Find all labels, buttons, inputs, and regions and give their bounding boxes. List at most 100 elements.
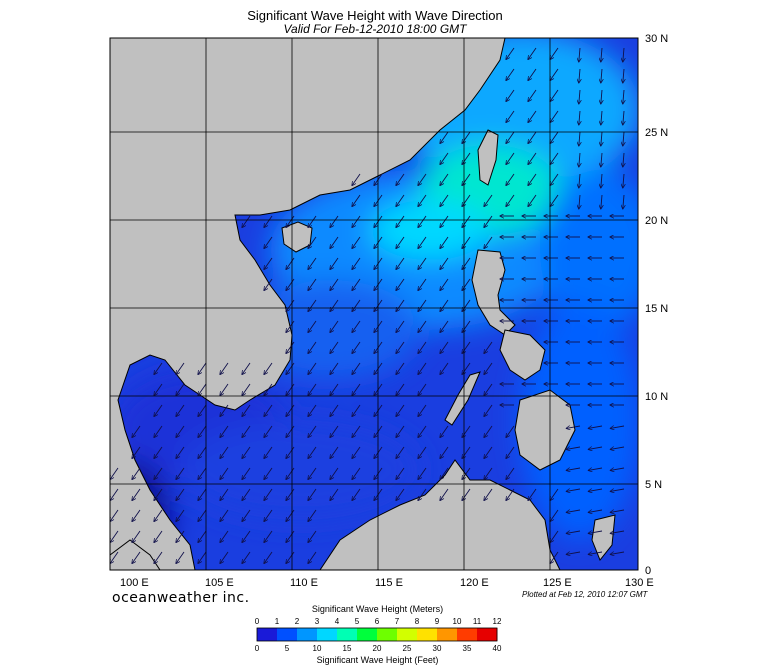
direction-arrow (352, 341, 361, 354)
direction-arrow (418, 215, 427, 228)
direction-arrow (396, 467, 405, 480)
direction-arrow (440, 257, 449, 270)
meter-tick: 4 (335, 617, 340, 626)
direction-arrow (264, 551, 273, 564)
direction-arrow (440, 446, 449, 459)
feet-tick: 0 (255, 644, 260, 653)
direction-arrow (352, 194, 361, 207)
direction-arrow (198, 404, 207, 417)
direction-arrow (601, 47, 602, 62)
direction-arrow (566, 552, 581, 554)
scale-border (256, 627, 498, 642)
direction-arrow (330, 467, 339, 480)
direction-arrow (286, 404, 295, 417)
lat-label: 20 N (645, 215, 668, 227)
map-area (110, 38, 638, 570)
meter-tick: 12 (493, 617, 502, 626)
direction-arrow (286, 362, 295, 375)
direction-arrow (396, 257, 405, 270)
direction-arrow (579, 110, 580, 125)
direction-arrow (220, 488, 229, 501)
direction-arrow (484, 194, 493, 207)
lat-label: 0 (645, 565, 651, 577)
direction-arrow (220, 383, 229, 396)
direction-arrow (566, 426, 581, 428)
direction-arrow (220, 467, 229, 480)
direction-arrow (396, 341, 405, 354)
meter-tick: 6 (375, 617, 380, 626)
direction-arrow (506, 152, 515, 165)
direction-arrow (308, 530, 317, 543)
direction-arrow (308, 446, 317, 459)
direction-arrow (396, 215, 405, 228)
direction-arrow (396, 173, 405, 186)
direction-arrow (286, 425, 295, 438)
map-title: Significant Wave Height with Wave Direct… (247, 8, 503, 23)
direction-arrow (132, 551, 141, 564)
direction-arrow (352, 236, 361, 249)
direction-arrow (601, 68, 602, 83)
mindanao-island (514, 389, 576, 471)
direction-arrow (566, 531, 581, 533)
direction-arrow (550, 173, 559, 186)
direction-arrow (462, 320, 471, 333)
direction-arrow (330, 488, 339, 501)
scale-swatch (417, 628, 438, 641)
direction-arrow (528, 47, 537, 60)
direction-arrow (484, 425, 493, 438)
direction-arrow (440, 488, 449, 501)
direction-arrow (330, 425, 339, 438)
direction-arrow (396, 194, 405, 207)
direction-arrow (506, 467, 515, 480)
meter-tick: 11 (473, 617, 482, 626)
direction-arrow (484, 383, 493, 396)
direction-arrow (550, 488, 559, 501)
scale-swatch (297, 628, 318, 641)
direction-arrow (308, 215, 317, 228)
direction-arrow (176, 383, 185, 396)
direction-arrow (154, 446, 163, 459)
direction-arrow (264, 446, 273, 459)
direction-arrow (396, 383, 405, 396)
direction-arrow (264, 467, 273, 480)
direction-arrow (110, 551, 119, 564)
direction-arrow (308, 488, 317, 501)
direction-arrow (308, 341, 317, 354)
direction-arrow (579, 89, 580, 104)
direction-arrow (506, 173, 515, 186)
direction-arrow (330, 236, 339, 249)
direction-arrow (242, 215, 251, 228)
direction-arrow (352, 383, 361, 396)
direction-arrow (440, 152, 449, 165)
lat-label: 30 N (645, 33, 668, 45)
direction-arrow (352, 320, 361, 333)
sulawesi-island (591, 514, 616, 561)
direction-arrow (242, 425, 251, 438)
borneo-island (319, 459, 561, 570)
direction-arrow (566, 510, 581, 512)
direction-arrow (154, 530, 163, 543)
direction-arrow (264, 530, 273, 543)
direction-arrow (242, 488, 251, 501)
direction-arrow (176, 509, 185, 522)
direction-arrow (396, 236, 405, 249)
direction-arrow (286, 551, 295, 564)
direction-arrow (198, 509, 207, 522)
direction-arrow (579, 173, 580, 188)
scale-swatch (457, 628, 478, 641)
direction-arrow (220, 362, 229, 375)
direction-arrow (308, 383, 317, 396)
direction-arrow (610, 489, 625, 491)
direction-arrow (286, 299, 295, 312)
direction-arrow (396, 320, 405, 333)
direction-arrow (440, 236, 449, 249)
direction-arrow (418, 446, 427, 459)
scale-title-feet: Significant Wave Height (Feet) (316, 655, 439, 665)
scale-swatch (337, 628, 358, 641)
lat-label: 5 N (645, 479, 662, 491)
direction-arrow (588, 510, 603, 512)
direction-arrow (418, 362, 427, 375)
lon-label: 110 E (290, 577, 318, 589)
direction-arrow (286, 341, 295, 354)
meter-tick: 0 (255, 617, 260, 626)
